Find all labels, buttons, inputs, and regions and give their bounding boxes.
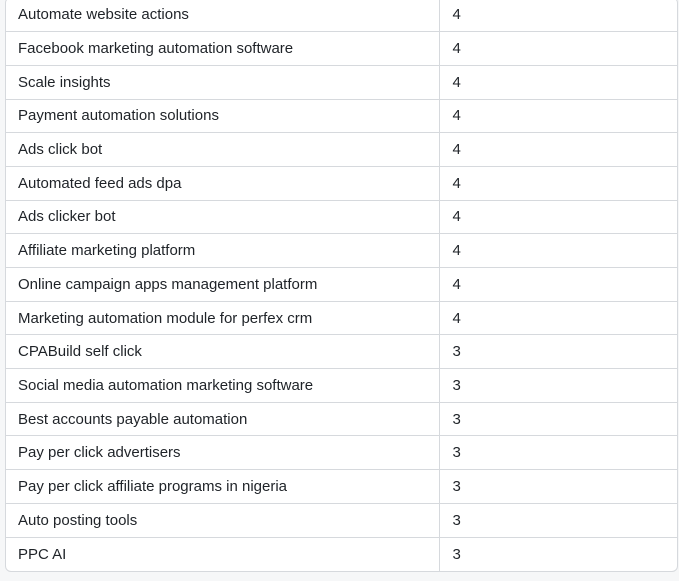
count-cell: 3	[439, 503, 677, 538]
table-row: Online campaign apps management platform…	[6, 267, 677, 302]
keyword-cell: Ads click bot	[6, 132, 440, 167]
count-cell: 4	[439, 132, 677, 167]
table-row: Scale insights 4	[6, 65, 677, 100]
keyword-table: Automate website actions 4 Facebook market…	[6, 0, 677, 571]
count-cell: 3	[439, 334, 677, 370]
keyword-table-container: Automate website actions 4 Facebook market…	[5, 0, 678, 572]
keyword-cell: Payment automation solutions	[6, 99, 440, 134]
table-row: Affiliate marketing platform 4	[6, 233, 677, 268]
count-cell: 4	[439, 0, 677, 33]
keyword-cell: Social media automation marketing softwa…	[6, 368, 440, 403]
keyword-cell: Best accounts payable automation	[6, 402, 440, 437]
keyword-cell: Automate website actions	[6, 0, 440, 33]
table-row: Automated feed ads dpa 4	[6, 166, 677, 201]
keyword-cell: Automated feed ads dpa	[6, 166, 440, 201]
count-cell: 4	[439, 166, 677, 201]
count-cell: 4	[439, 233, 677, 268]
count-cell: 4	[439, 31, 677, 66]
keyword-cell: CPABuild self click	[6, 334, 440, 370]
keyword-cell: Pay per click affiliate programs in nige…	[6, 469, 440, 504]
table-row: Best accounts payable automation 3	[6, 402, 677, 437]
keyword-cell: Pay per click advertisers	[6, 435, 440, 471]
keyword-cell: Facebook marketing automation software	[6, 31, 440, 66]
count-cell: 3	[439, 469, 677, 504]
table-row: Ads clicker bot 4	[6, 200, 677, 235]
keyword-cell: Ads clicker bot	[6, 200, 440, 235]
table-row: Payment automation solutions 4	[6, 99, 677, 134]
keyword-cell: Auto posting tools	[6, 503, 440, 538]
keyword-table-body: Automate website actions 4 Facebook market…	[6, 0, 677, 571]
table-row: Automate website actions 4	[6, 0, 677, 33]
count-cell: 3	[439, 402, 677, 437]
keyword-cell: Online campaign apps management platform	[6, 267, 440, 302]
table-row: Pay per click affiliate programs in nige…	[6, 469, 677, 504]
table-row: Marketing automation module for perfex c…	[6, 301, 677, 336]
keyword-cell: PPC AI	[6, 537, 440, 571]
keyword-cell: Marketing automation module for perfex c…	[6, 301, 440, 336]
keyword-cell: Scale insights	[6, 65, 440, 100]
count-cell: 4	[439, 65, 677, 100]
keyword-cell: Affiliate marketing platform	[6, 233, 440, 268]
count-cell: 4	[439, 200, 677, 235]
count-cell: 3	[439, 435, 677, 471]
table-row: Ads click bot 4	[6, 132, 677, 167]
count-cell: 4	[439, 99, 677, 134]
table-row: PPC AI 3	[6, 537, 677, 571]
table-row: CPABuild self click 3	[6, 334, 677, 370]
table-row: Pay per click advertisers 3	[6, 435, 677, 471]
count-cell: 3	[439, 368, 677, 403]
table-row: Auto posting tools 3	[6, 503, 677, 538]
table-row: Facebook marketing automation software 4	[6, 31, 677, 66]
count-cell: 3	[452, 545, 461, 563]
table-row: Social media automation marketing softwa…	[6, 368, 677, 403]
count-cell: 4	[439, 267, 677, 302]
count-cell: 4	[439, 301, 677, 336]
